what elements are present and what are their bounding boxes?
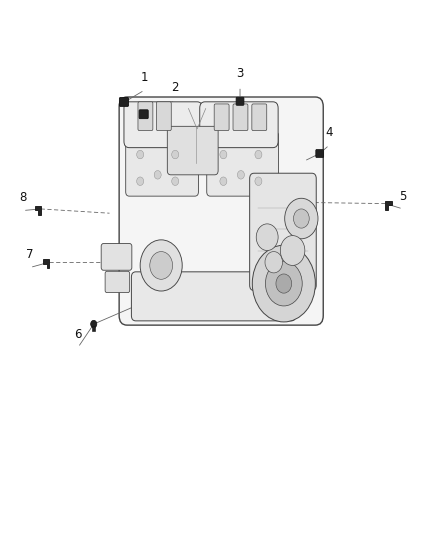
Polygon shape — [385, 200, 392, 209]
Circle shape — [265, 261, 302, 306]
Circle shape — [172, 177, 179, 185]
Circle shape — [237, 171, 244, 179]
Text: 2: 2 — [171, 82, 179, 94]
FancyBboxPatch shape — [105, 271, 130, 293]
Circle shape — [252, 245, 315, 322]
Circle shape — [256, 224, 278, 251]
Circle shape — [172, 150, 179, 159]
FancyBboxPatch shape — [233, 104, 248, 131]
Text: 1: 1 — [141, 71, 148, 84]
FancyBboxPatch shape — [138, 102, 153, 131]
FancyBboxPatch shape — [131, 272, 296, 321]
Text: 3: 3 — [237, 67, 244, 80]
Circle shape — [150, 252, 173, 279]
Circle shape — [293, 209, 309, 228]
FancyBboxPatch shape — [124, 102, 202, 148]
Polygon shape — [43, 259, 49, 268]
FancyBboxPatch shape — [139, 110, 148, 119]
FancyBboxPatch shape — [92, 326, 95, 332]
Circle shape — [255, 150, 262, 159]
Text: 4: 4 — [325, 126, 333, 139]
Circle shape — [285, 198, 318, 239]
Text: 6: 6 — [74, 328, 82, 341]
FancyBboxPatch shape — [316, 149, 324, 158]
Circle shape — [265, 252, 283, 273]
Circle shape — [220, 177, 227, 185]
FancyBboxPatch shape — [167, 126, 218, 175]
FancyBboxPatch shape — [156, 102, 171, 131]
Circle shape — [154, 171, 161, 179]
FancyBboxPatch shape — [126, 132, 198, 196]
Text: 8: 8 — [19, 191, 26, 204]
Circle shape — [140, 240, 182, 291]
Circle shape — [137, 150, 144, 159]
FancyBboxPatch shape — [200, 102, 278, 148]
FancyBboxPatch shape — [252, 104, 267, 131]
Circle shape — [280, 236, 305, 265]
FancyBboxPatch shape — [214, 104, 229, 131]
Text: 5: 5 — [399, 190, 406, 203]
Circle shape — [276, 274, 292, 293]
Circle shape — [137, 177, 144, 185]
FancyBboxPatch shape — [101, 244, 132, 270]
FancyBboxPatch shape — [236, 97, 244, 106]
FancyBboxPatch shape — [250, 173, 316, 290]
Circle shape — [91, 320, 97, 328]
FancyBboxPatch shape — [207, 132, 279, 196]
FancyBboxPatch shape — [120, 98, 128, 107]
Polygon shape — [35, 206, 41, 215]
Text: 7: 7 — [26, 248, 34, 261]
Circle shape — [255, 177, 262, 185]
Circle shape — [220, 150, 227, 159]
FancyBboxPatch shape — [119, 97, 323, 325]
